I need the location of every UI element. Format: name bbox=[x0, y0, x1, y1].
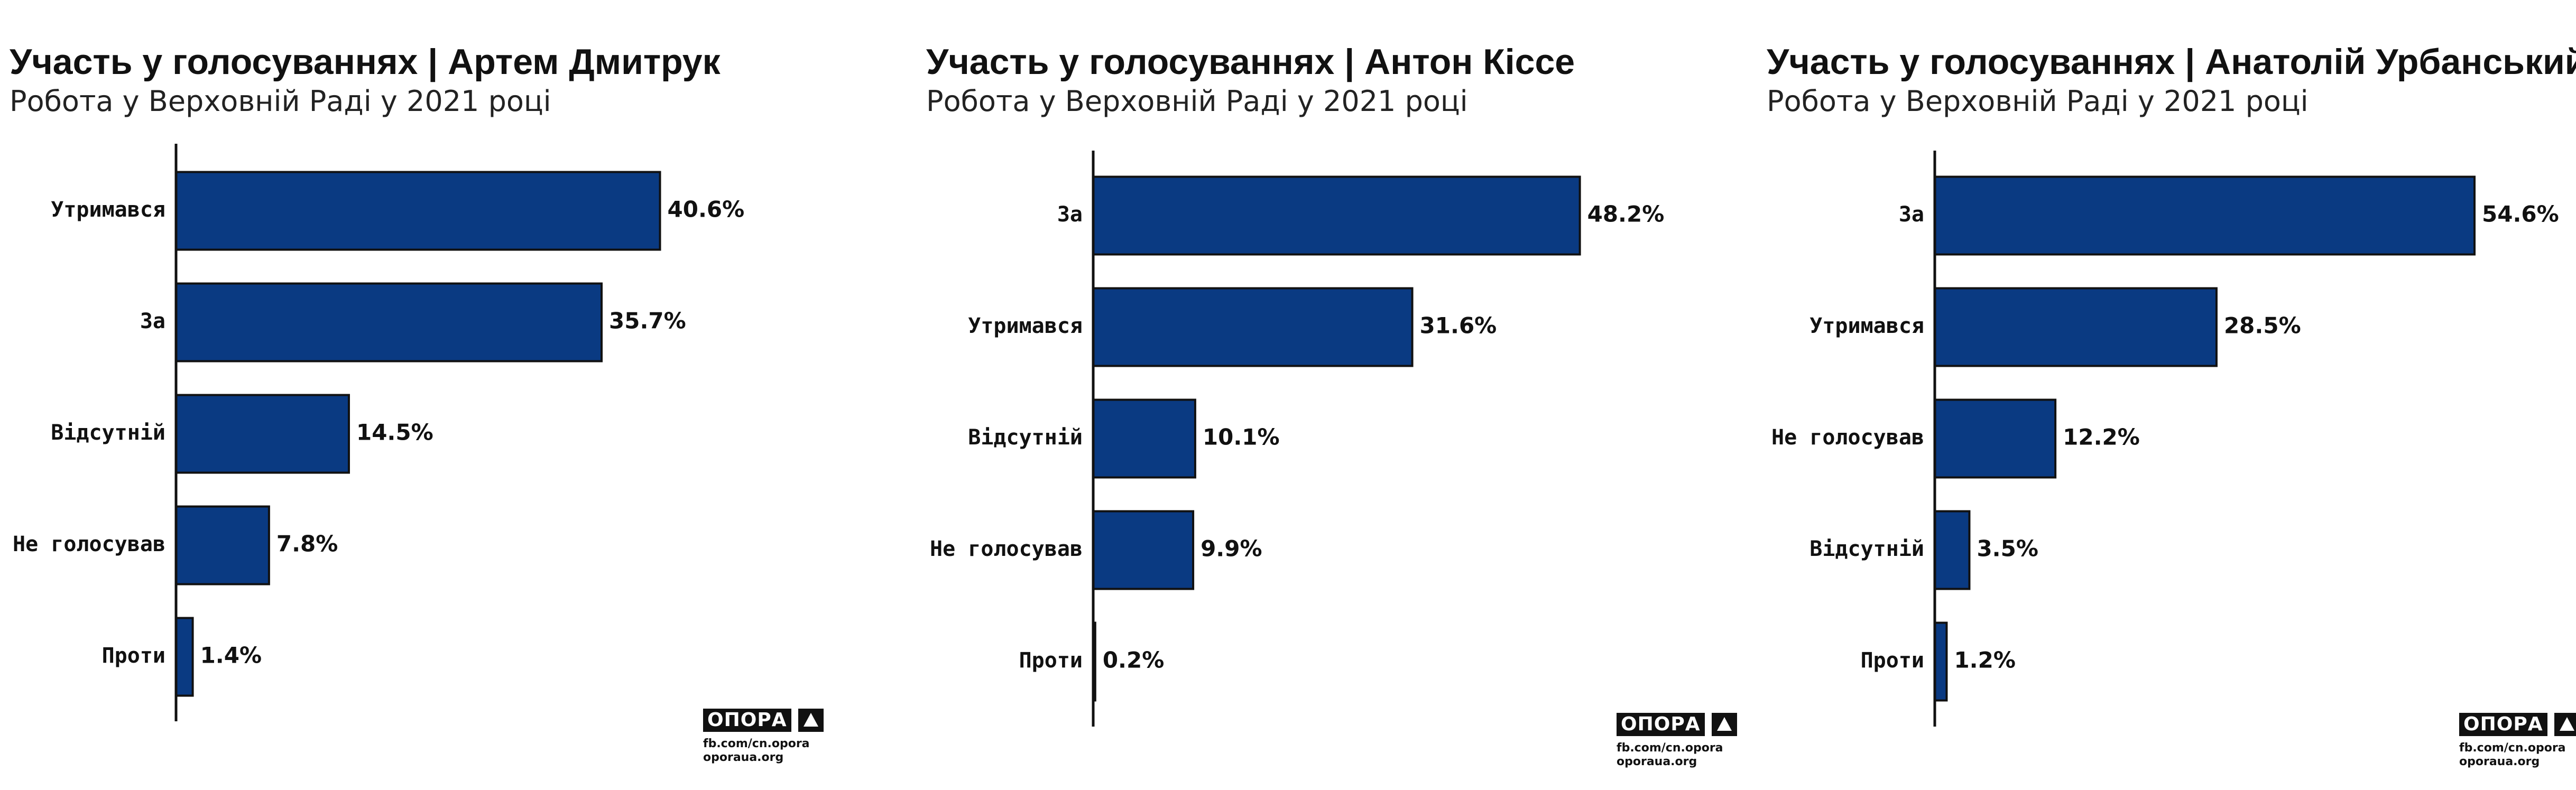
value-label: 48.2% bbox=[1587, 201, 1665, 227]
category-label: Не голосував bbox=[1771, 425, 1924, 450]
logo-wordmark: ОПОРА bbox=[1617, 713, 1705, 736]
bar-1 bbox=[175, 171, 661, 251]
category-label: Утримався bbox=[1809, 314, 1924, 338]
category-label: Утримався bbox=[968, 314, 1083, 338]
bar-chart-2: За 48.2% Утримався 31.6% Відсутній 10.1% Не го… bbox=[930, 151, 1665, 727]
value-label: 3.5% bbox=[1977, 536, 2038, 562]
bar-chart-3: За 54.6% Утримався 28.5% Не голосував 12.2% Ві… bbox=[1771, 151, 2559, 727]
value-label: 14.5% bbox=[356, 420, 433, 445]
logo-facebook-link: fb.com/cn.opora bbox=[2459, 741, 2566, 755]
value-label: 1.4% bbox=[200, 643, 262, 668]
bar-2 bbox=[175, 282, 603, 363]
chart-title: Участь у голосуваннях | Артем Дмитрук bbox=[10, 42, 721, 82]
category-label: Не голосував bbox=[13, 532, 165, 556]
logo-website-link: oporaua.org bbox=[703, 751, 784, 764]
bar-2 bbox=[1934, 287, 2218, 367]
value-label: 40.6% bbox=[668, 197, 745, 222]
logo-facebook-link: fb.com/cn.opora bbox=[1617, 741, 1723, 755]
category-label: Проти bbox=[1019, 648, 1083, 673]
value-label: 10.1% bbox=[1203, 424, 1280, 450]
bar-3 bbox=[175, 394, 350, 474]
bar-5 bbox=[175, 617, 194, 697]
chart-title: Участь у голосуваннях | Анатолій Урбансь… bbox=[1767, 42, 2576, 82]
category-label: Відсутній bbox=[968, 425, 1083, 450]
triangle-icon bbox=[798, 709, 824, 732]
triangle-icon bbox=[2554, 713, 2576, 736]
value-label: 0.2% bbox=[1103, 647, 1164, 673]
chart-panel-1: Участь у голосуваннях | Артем Дмитрук Ро… bbox=[10, 0, 834, 790]
bar-4 bbox=[1092, 510, 1195, 590]
category-label: За bbox=[1057, 202, 1083, 227]
logo-wordmark: ОПОРА bbox=[703, 709, 791, 732]
category-label: За bbox=[140, 309, 165, 333]
category-label: Не голосував bbox=[930, 537, 1083, 561]
chart-subtitle: Робота у Верховній Раді у 2021 році bbox=[1767, 85, 2309, 118]
value-label: 35.7% bbox=[609, 308, 686, 334]
logo-website-link: oporaua.org bbox=[2459, 755, 2540, 768]
bar-2 bbox=[1092, 287, 1414, 367]
category-label: Відсутній bbox=[1809, 537, 1924, 561]
value-label: 54.6% bbox=[2482, 201, 2559, 227]
bar-1 bbox=[1092, 175, 1581, 256]
bar-3 bbox=[1092, 398, 1196, 479]
chart-subtitle: Робота у Верховній Раді у 2021 році bbox=[926, 85, 1468, 118]
chart-panel-2: Участь у голосуваннях | Антон Кіссе Робо… bbox=[926, 0, 1751, 790]
value-label: 28.5% bbox=[2224, 313, 2301, 339]
value-label: 31.6% bbox=[1420, 313, 1497, 339]
bar-4 bbox=[1934, 510, 1971, 590]
bar-1 bbox=[1934, 175, 2476, 256]
logo-website-link: oporaua.org bbox=[1617, 755, 1697, 768]
category-label: Утримався bbox=[51, 198, 165, 222]
category-label: За bbox=[1899, 202, 1924, 227]
value-label: 12.2% bbox=[2063, 424, 2140, 450]
logo-facebook-link: fb.com/cn.opora bbox=[703, 737, 810, 750]
category-label: Проти bbox=[1861, 648, 1924, 673]
value-label: 9.9% bbox=[1201, 536, 1262, 562]
chart-title: Участь у голосуваннях | Антон Кіссе bbox=[926, 42, 1575, 82]
bar-4 bbox=[175, 505, 270, 585]
bar-3 bbox=[1934, 398, 2057, 479]
triangle-icon bbox=[1712, 713, 1737, 736]
chart-panel-3: Участь у голосуваннях | Анатолій Урбансь… bbox=[1767, 0, 2576, 790]
bar-5 bbox=[1934, 621, 1948, 702]
bar-chart-1: Утримався 40.6% За 35.7% Відсутній 14.5% Не го… bbox=[13, 144, 745, 721]
value-label: 1.2% bbox=[1954, 647, 2015, 673]
category-label: Відсутній bbox=[51, 421, 165, 445]
value-label: 7.8% bbox=[276, 531, 338, 557]
logo-wordmark: ОПОРА bbox=[2459, 713, 2547, 736]
category-label: Проти bbox=[102, 644, 165, 668]
chart-subtitle: Робота у Верховній Раді у 2021 році bbox=[10, 85, 551, 118]
